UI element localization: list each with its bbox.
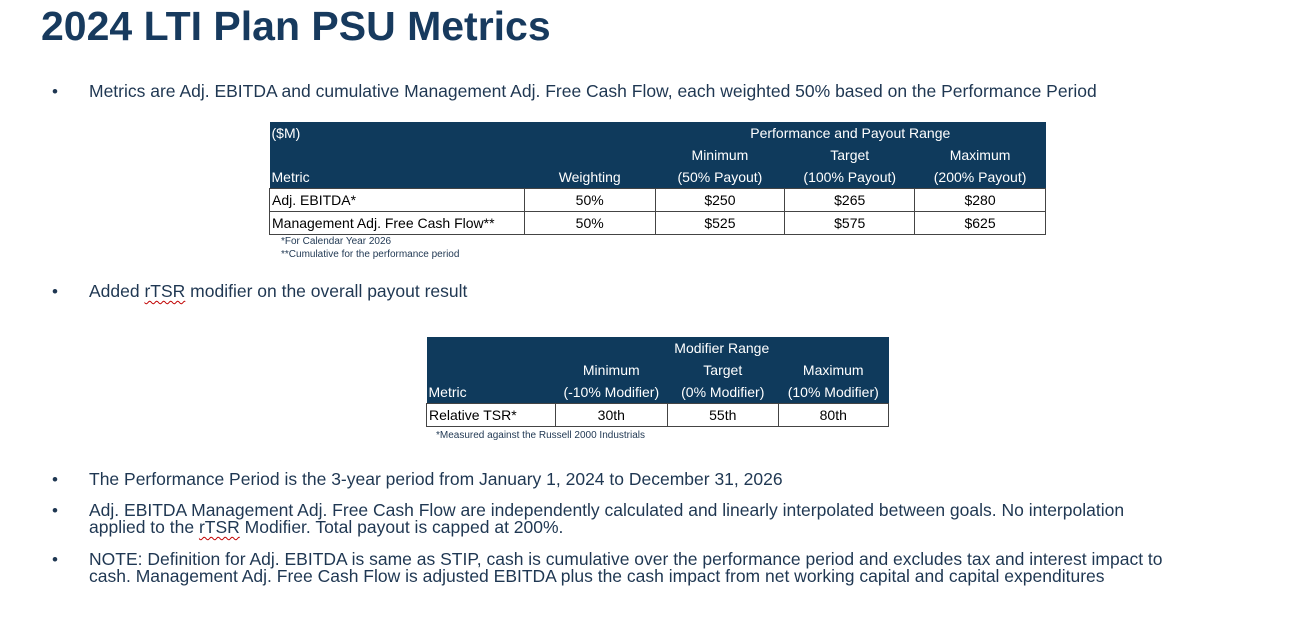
bullet-text-part: modifier on the overall payout result [185,281,468,301]
cell-metric: Relative TSR* [426,403,556,427]
cell-target: $575 [784,211,916,235]
cell-target: 55th [667,403,779,427]
bullet-line: applied to the rTSR Modifier. Total payo… [89,517,563,537]
bullet-icon: • [52,470,58,489]
table-header-row: Minimum Target Maximum [426,359,889,381]
table-row: Management Adj. Free Cash Flow** 50% $52… [269,211,1046,235]
table-row: Adj. EBITDA* 50% $250 $265 $280 [269,188,1046,212]
header-minimum-modifier: (-10% Modifier) [555,381,668,404]
table-header-row: Minimum Target Maximum [269,144,1046,166]
cell-maximum: $280 [914,188,1046,212]
bullet-text: NOTE: Definition for Adj. EBITDA is same… [89,549,1163,586]
table-header-row: Modifier Range [426,337,889,359]
cell-maximum: 80th [777,403,889,427]
header-weighting: Weighting [524,166,656,189]
cell-maximum: $625 [914,211,1046,235]
header-target: Target [784,144,915,166]
header-minimum-payout: (50% Payout) [655,166,785,189]
payout-range-table: ($M) Performance and Payout Range Minimu… [269,122,1046,235]
bullet-text: Added rTSR modifier on the overall payou… [89,281,468,301]
bullet-line: NOTE: Definition for Adj. EBITDA is same… [89,549,1163,569]
table-header-row: ($M) Performance and Payout Range [269,122,1046,144]
header-metric: Metric [426,381,556,404]
header-maximum: Maximum [778,359,889,381]
table-header-row: Metric (-10% Modifier) (0% Modifier) (10… [426,381,889,404]
bullet-line: Adj. EBITDA Management Adj. Free Cash Fl… [89,500,1125,520]
header-target: Target [667,359,778,381]
spellcheck-word: rTSR [198,517,240,537]
group-header: Performance and Payout Range [655,122,1046,144]
cell-metric: Adj. EBITDA* [269,188,525,212]
header-minimum: Minimum [655,144,785,166]
unit-label: ($M) [269,122,525,144]
bullet-text-part: Modifier. Total payout is capped at 200%… [239,517,564,537]
bullet-icon: • [52,501,58,520]
header-target-payout: (100% Payout) [784,166,915,189]
bullet-text-part: applied to the [89,517,199,537]
bullet-text: Metrics are Adj. EBITDA and cumulative M… [89,81,1097,101]
table-row: Relative TSR* 30th 55th 80th [426,403,889,427]
bullet-text: The Performance Period is the 3-year per… [89,469,783,489]
header-maximum-payout: (200% Payout) [914,166,1046,189]
footnote-cumulative: **Cumulative for the performance period [281,249,460,260]
group-header: Modifier Range [555,337,889,359]
cell-minimum: $525 [654,211,786,235]
bullet-text: Adj. EBITDA Management Adj. Free Cash Fl… [89,500,1125,537]
header-maximum-modifier: (10% Modifier) [778,381,889,404]
cell-target: $265 [784,188,916,212]
header-minimum: Minimum [555,359,668,381]
bullet-icon: • [52,82,58,101]
header-maximum: Maximum [914,144,1046,166]
cell-minimum: $250 [654,188,786,212]
footnote-russell: *Measured against the Russell 2000 Indus… [436,430,646,441]
spellcheck-word: rTSR [144,281,186,301]
table-header-row: Metric Weighting (50% Payout) (100% Payo… [269,166,1046,189]
cell-metric: Management Adj. Free Cash Flow** [269,211,525,235]
header-target-modifier: (0% Modifier) [667,381,778,404]
cell-weighting: 50% [523,188,656,212]
footnote-calendar-year: *For Calendar Year 2026 [281,236,392,247]
cell-minimum: 30th [554,403,669,427]
bullet-line: cash. Management Adj. Free Cash Flow is … [89,566,1105,586]
bullet-icon: • [52,550,58,569]
bullet-text-part: Added [89,281,145,301]
page-title: 2024 LTI Plan PSU Metrics [41,3,551,49]
modifier-range-table: Modifier Range Minimum Target Maximum Me… [426,337,889,427]
bullet-icon: • [52,282,58,301]
cell-weighting: 50% [523,211,656,235]
header-metric: Metric [269,166,525,189]
